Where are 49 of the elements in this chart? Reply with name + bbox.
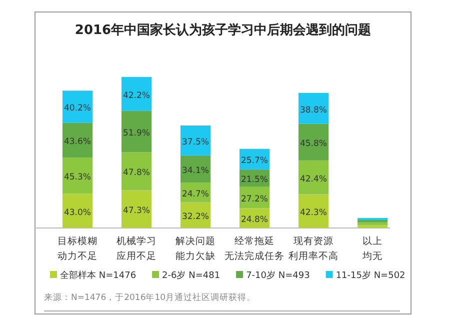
bar bbox=[358, 225, 388, 228]
x-tick-label: 经常拖延无法完成任务 bbox=[224, 235, 284, 262]
data-label: 27.2% bbox=[240, 194, 268, 204]
data-label: 47.8% bbox=[122, 168, 150, 178]
data-label: 24.7% bbox=[182, 189, 210, 200]
data-label: 34.1% bbox=[182, 166, 210, 176]
x-tick-label: 目标模糊动力不足 bbox=[58, 235, 98, 262]
legend-label: 2-6岁 N=481 bbox=[162, 270, 220, 281]
data-label: 25.7% bbox=[240, 156, 268, 166]
data-label: 21.5% bbox=[240, 174, 268, 185]
data-label: 38.8% bbox=[300, 105, 328, 116]
data-label: 32.2% bbox=[182, 212, 210, 222]
x-tick-label: 现有资源利用率不高 bbox=[288, 235, 338, 262]
bar bbox=[358, 222, 388, 226]
bar bbox=[298, 160, 328, 194]
data-label: 51.9% bbox=[122, 128, 150, 138]
bar bbox=[122, 152, 152, 190]
legend-label: 11-15岁 N=502 bbox=[336, 270, 406, 281]
bar bbox=[122, 110, 152, 152]
data-label: 47.3% bbox=[122, 206, 150, 216]
data-label: 45.8% bbox=[300, 139, 328, 150]
data-label: 40.2% bbox=[64, 104, 92, 114]
data-label: 42.3% bbox=[300, 208, 328, 218]
bar bbox=[298, 194, 328, 228]
bar bbox=[62, 90, 92, 123]
data-label: 45.3% bbox=[64, 172, 92, 183]
data-label: 43.6% bbox=[64, 137, 92, 148]
source-note: 来源：N=1476，于2016年10月通过社区调研获得。 bbox=[44, 292, 256, 303]
bar bbox=[180, 125, 210, 156]
x-tick-label: 机械学习应用不足 bbox=[116, 235, 156, 262]
data-label: 43.0% bbox=[64, 208, 92, 218]
bar bbox=[180, 155, 210, 183]
bar bbox=[122, 77, 152, 111]
bar bbox=[62, 194, 92, 228]
x-tick-label: 以上均无 bbox=[362, 235, 382, 262]
bar bbox=[298, 124, 328, 160]
data-label: 37.5% bbox=[182, 137, 210, 148]
data-label: 42.4% bbox=[300, 174, 328, 184]
bar bbox=[62, 122, 92, 158]
bar bbox=[62, 158, 92, 194]
data-label: 42.2% bbox=[122, 90, 150, 101]
bar bbox=[122, 190, 152, 228]
data-label: 24.8% bbox=[240, 215, 268, 226]
legend-label: 全部样本 N=1476 bbox=[60, 270, 136, 281]
bar bbox=[298, 92, 328, 124]
legend-label: 7-10岁 N=493 bbox=[246, 270, 310, 281]
x-tick-label: 解决问题能力欠缺 bbox=[176, 235, 216, 262]
chart-title: 2016年中国家长认为孩子学习中后期会遇到的问题 bbox=[74, 22, 372, 38]
bar bbox=[358, 220, 388, 222]
